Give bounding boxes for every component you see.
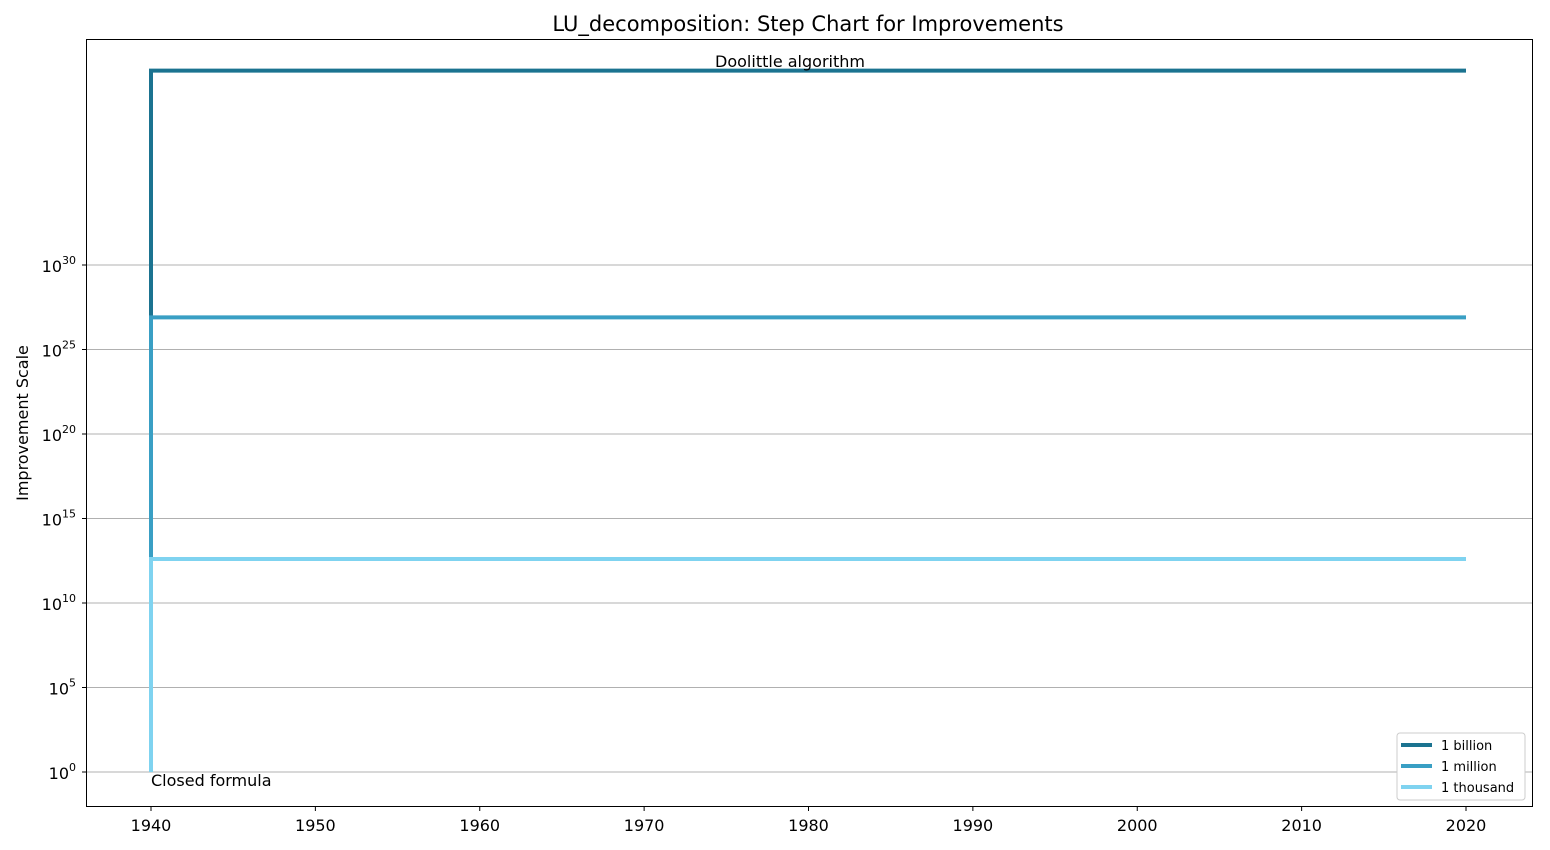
x-tick-label-4: 1980 [788,816,829,835]
y-tick-label-5: 1025 [42,339,76,361]
x-tick-label-8: 2020 [1446,816,1487,835]
series-line-1 [149,315,1466,772]
x-tick-label-5: 1990 [953,816,994,835]
series-line-0 [149,68,1466,772]
y-tick-label-1: 105 [49,677,76,699]
x-tick-label-2: 1960 [459,816,500,835]
y-tick-label-0: 100 [49,761,76,783]
annotations: Doolittle algorithm Closed formula [151,52,865,790]
y-axis-label: Improvement Scale [13,345,32,501]
x-tick-label-6: 2000 [1117,816,1158,835]
series-line-2 [149,557,1466,772]
y-tick-label-4: 1020 [42,423,76,445]
plot-area-frame [86,39,1533,807]
chart-title: LU_decomposition: Step Chart for Improve… [552,12,1063,37]
legend-label-0: 1 billion [1441,739,1492,754]
axis-ticks: 100 105 1010 1015 1020 1025 1030 1940 1950 1960 19… [42,254,1487,835]
legend-label-1: 1 million [1441,760,1497,775]
legend-box [1396,732,1526,801]
x-tick-label-7: 2010 [1281,816,1322,835]
legend: 1 billion 1 million 1 thousand [1396,732,1526,801]
series-lines [149,68,1466,772]
grid-lines [87,264,1532,773]
x-tick-label-0: 1940 [131,816,172,835]
annotation-closed-formula: Closed formula [151,771,272,790]
x-tick-label-3: 1970 [624,816,665,835]
legend-label-2: 1 thousand [1441,781,1514,796]
x-tick-label-1: 1950 [295,816,336,835]
y-tick-label-2: 1010 [42,592,76,614]
y-tick-label-3: 1015 [42,508,76,530]
y-tick-label-6: 1030 [42,254,76,276]
annotation-doolittle: Doolittle algorithm [715,52,865,71]
